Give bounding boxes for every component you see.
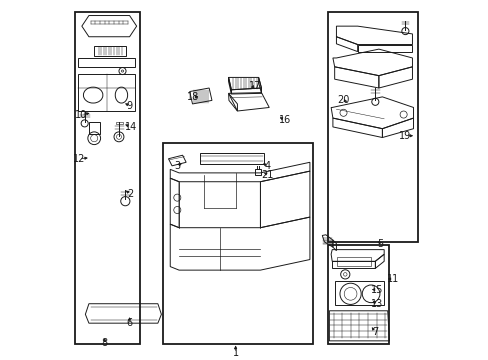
Text: 3: 3 xyxy=(174,161,180,171)
Text: 1: 1 xyxy=(232,348,238,358)
Text: 9: 9 xyxy=(126,101,132,111)
Bar xyxy=(327,246,388,345)
Text: 12: 12 xyxy=(73,154,85,164)
Bar xyxy=(163,143,313,345)
Text: 17: 17 xyxy=(248,81,261,91)
Text: 21: 21 xyxy=(261,170,273,180)
Text: 16: 16 xyxy=(279,115,291,125)
Text: 18: 18 xyxy=(187,92,199,102)
Text: 4: 4 xyxy=(264,161,270,171)
Text: 2: 2 xyxy=(127,189,134,199)
Text: 11: 11 xyxy=(386,274,398,284)
Text: 6: 6 xyxy=(126,318,132,328)
Text: 8: 8 xyxy=(102,338,108,348)
Text: 5: 5 xyxy=(377,239,383,249)
Text: 13: 13 xyxy=(370,299,383,309)
Text: 7: 7 xyxy=(371,327,378,337)
Text: 14: 14 xyxy=(124,122,137,132)
Text: 15: 15 xyxy=(370,284,383,294)
Bar xyxy=(75,12,140,345)
Text: 10: 10 xyxy=(75,109,87,120)
Bar xyxy=(327,12,417,242)
Text: 20: 20 xyxy=(337,95,349,105)
Text: 19: 19 xyxy=(398,131,411,141)
